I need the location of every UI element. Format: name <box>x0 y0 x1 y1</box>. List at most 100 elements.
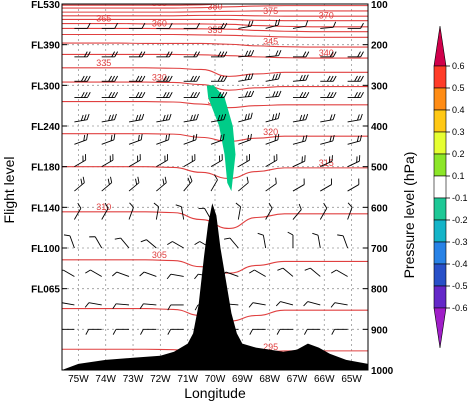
wind-barb-flag <box>113 133 116 140</box>
wind-barb-flag <box>114 92 118 98</box>
wind-barb-flag <box>138 92 143 98</box>
wind-barb-flag <box>357 114 360 121</box>
wind-barb-shaft <box>265 118 279 123</box>
wind-barb-flag <box>194 304 199 311</box>
wind-barb-shaft <box>156 159 168 168</box>
isentrope-345 <box>62 42 368 48</box>
wind-barb-shaft <box>265 208 273 220</box>
wind-barb-shaft <box>292 119 306 123</box>
wind-barb-flag <box>278 73 281 80</box>
wind-barb-shaft <box>183 159 196 168</box>
wind-barb <box>84 302 102 308</box>
wind-barb-flag <box>83 134 86 141</box>
wind-barb-flag <box>168 92 173 98</box>
wind-barb-flag <box>192 134 195 141</box>
isentrope-label: 360 <box>152 19 167 29</box>
colorbar-tick-label: 0.3 <box>452 127 465 137</box>
wind-barb-flag <box>220 75 225 82</box>
isentrope-label: 295 <box>263 342 278 352</box>
wind-barb-flag <box>329 75 334 82</box>
isentrope-label: 345 <box>263 36 278 46</box>
wind-barb-flag <box>305 74 309 81</box>
colorbar-tick-label: 0.2 <box>452 149 465 159</box>
wind-barb-flag <box>162 178 165 185</box>
pressure-tick-label: 200 <box>371 41 388 52</box>
wind-barb-flag <box>83 92 88 98</box>
colorbar-segment <box>433 175 447 199</box>
wind-barb-shaft <box>320 184 332 192</box>
anomaly-shading <box>206 85 236 192</box>
wind-barb-flag <box>257 232 264 236</box>
wind-barb-flag <box>108 114 111 121</box>
wind-barb <box>347 22 364 29</box>
isentrope-label: 390 <box>96 0 111 5</box>
wind-barb-shaft <box>292 140 306 145</box>
wind-barb <box>183 154 196 168</box>
wind-barb-flag <box>223 113 227 120</box>
isentrope-335 <box>62 67 368 77</box>
wind-barb-shaft <box>120 237 130 249</box>
wind-barb-flag <box>217 75 222 82</box>
wind-barb-flag <box>247 113 250 120</box>
wind-barb-shaft <box>183 180 193 192</box>
wind-barb-flag <box>112 271 118 277</box>
colorbar-segment <box>433 197 447 221</box>
wind-barb-flag <box>246 176 249 183</box>
colorbar-tick-label: 0.4 <box>452 105 465 115</box>
wind-barb-flag <box>299 92 304 98</box>
wind-barb <box>347 51 364 58</box>
wind-barb-shaft <box>347 160 360 168</box>
wind-barb-flag <box>194 241 200 246</box>
wind-barb-shaft <box>320 140 333 145</box>
wind-barb <box>257 232 267 249</box>
wind-barb-flag <box>250 50 255 56</box>
wind-barb <box>320 155 333 168</box>
wind-barb <box>347 155 361 168</box>
wind-barb-flag <box>250 73 254 80</box>
wind-barb <box>320 92 337 98</box>
wind-barb-flag <box>360 92 364 98</box>
wind-barb-flag <box>153 202 159 208</box>
colorbar-segment <box>433 65 447 89</box>
wind-barb-flag <box>278 90 282 97</box>
wind-barb-flag <box>326 75 331 82</box>
wind-barb <box>112 328 130 335</box>
wind-barb-flag <box>275 90 279 97</box>
wind-barb <box>292 20 309 29</box>
colorbar-tick-label: 0.6 <box>452 61 465 71</box>
right-y-axis-label: Pressure level (hPa) <box>401 152 417 279</box>
wind-barb-shaft <box>155 206 160 220</box>
wind-barb-flag <box>276 329 281 335</box>
wind-barb-flag <box>168 75 173 82</box>
wind-barb-flag <box>329 92 334 98</box>
wind-barb <box>292 203 302 220</box>
wind-barb-flag <box>165 75 170 82</box>
colorbar-segment <box>433 263 447 287</box>
wind-barb-shaft <box>262 235 267 249</box>
wind-barb <box>101 202 109 220</box>
wind-barb-flag <box>222 133 225 140</box>
wind-barb-flag <box>86 51 91 58</box>
wind-barb-shaft <box>265 24 279 29</box>
wind-barb-flag <box>167 241 173 246</box>
wind-barb-flag <box>332 113 336 120</box>
wind-barb-flag <box>354 92 358 98</box>
wind-barb-flag <box>86 92 91 98</box>
wind-barb <box>139 303 157 310</box>
wind-barb-flag <box>247 20 251 27</box>
wind-barb <box>292 74 309 82</box>
wind-barb-shaft <box>265 78 279 82</box>
x-tick-label: 66W <box>314 374 335 385</box>
wind-barb <box>128 154 141 168</box>
wind-barb-flag <box>196 92 200 98</box>
flight-level-label: FL100 <box>31 244 60 255</box>
wind-barb-flag <box>302 92 307 98</box>
wind-barb-flag <box>110 134 113 141</box>
wind-barb <box>183 133 198 145</box>
wind-barb-shaft <box>252 302 266 306</box>
wind-barb-flag <box>138 51 143 58</box>
wind-barb-flag <box>139 271 145 277</box>
terrain-fill <box>62 203 368 370</box>
isentrope-340 <box>62 53 368 59</box>
wind-barb-shaft <box>146 239 157 249</box>
